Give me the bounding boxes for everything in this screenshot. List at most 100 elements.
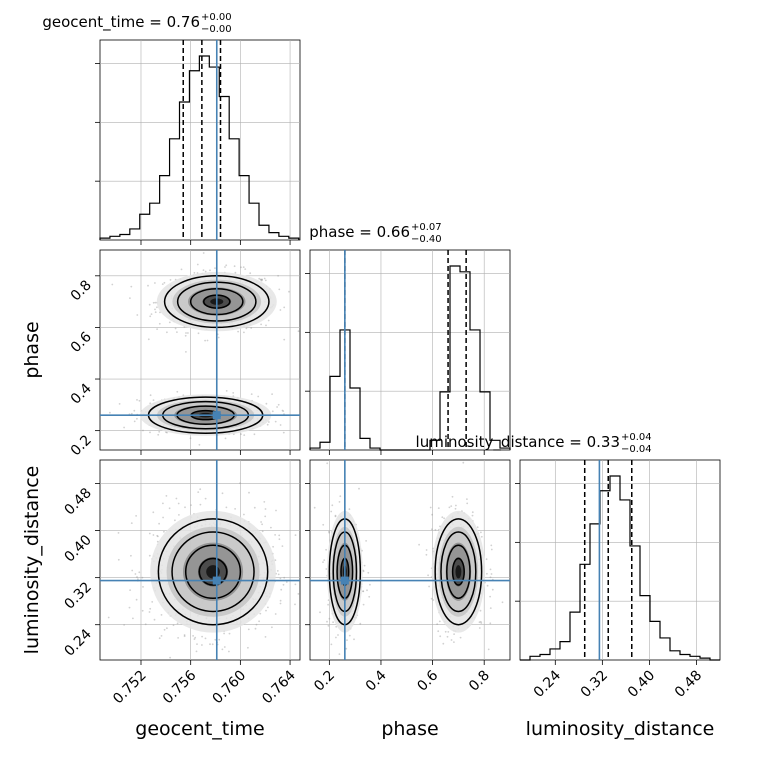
sample-point: [450, 639, 453, 641]
sample-point: [202, 269, 205, 271]
sample-point: [489, 568, 492, 571]
sample-point: [174, 519, 176, 522]
sample-point: [176, 390, 179, 393]
sample-point: [243, 434, 246, 436]
sample-point: [204, 637, 207, 640]
sample-point: [185, 351, 187, 353]
sample-point: [326, 620, 328, 623]
sample-point: [451, 495, 454, 498]
sample-point: [442, 642, 445, 645]
sample-point: [214, 638, 217, 641]
sample-point: [441, 516, 444, 519]
sample-point: [264, 515, 267, 518]
sample-point: [217, 336, 220, 339]
sample-point: [447, 631, 450, 633]
sample-point: [151, 601, 154, 603]
panels-layer: geocent_time = 0.76 +0.00−0.00 phase = 0.6…: [42, 12, 721, 707]
panel-frame-hist-geocent_time: [99, 39, 301, 241]
sample-point: [117, 558, 120, 561]
sample-point: [157, 535, 159, 538]
sample-point: [184, 506, 186, 509]
sample-point: [271, 393, 273, 395]
sample-point: [172, 624, 175, 627]
sample-point: [453, 633, 455, 635]
sample-point: [189, 437, 192, 440]
sample-point: [123, 624, 125, 626]
sample-point: [328, 617, 331, 620]
panel-title-minus-luminosity_distance: −0.04: [621, 444, 652, 455]
sample-point: [486, 572, 488, 575]
sample-point: [279, 599, 282, 602]
sample-point: [279, 602, 282, 605]
sample-point: [428, 585, 430, 588]
sample-point: [176, 331, 178, 333]
sample-point: [337, 634, 339, 636]
sample-point: [221, 492, 224, 495]
sample-point: [258, 277, 261, 280]
sample-point: [160, 635, 163, 637]
sample-point: [178, 514, 180, 516]
sample-point: [152, 511, 155, 514]
sample-point: [134, 573, 137, 575]
sample-point: [348, 634, 351, 637]
histogram-luminosity_distance: [520, 475, 720, 661]
contour-luminosity_distance_vs_geocent_time-0-2: [184, 544, 242, 599]
sample-point: [288, 290, 290, 293]
x-axis-label-geocent-time: geocent_time: [135, 718, 264, 740]
sample-point: [279, 424, 282, 426]
sample-point: [159, 311, 161, 314]
contour-luminosity_distance_vs_phase-1-1: [440, 531, 477, 613]
sample-point: [158, 637, 161, 640]
sample-point: [450, 505, 453, 507]
sample-point: [117, 532, 120, 534]
sample-point: [243, 331, 245, 334]
sample-point: [359, 622, 362, 625]
sample-point: [224, 266, 226, 268]
sample-point: [158, 522, 161, 525]
sample-point: [183, 634, 186, 636]
sample-point: [157, 433, 160, 436]
sample-point: [277, 274, 279, 277]
sample-point: [206, 339, 209, 342]
sample-point: [156, 534, 159, 537]
sample-point: [267, 319, 270, 322]
sample-point: [275, 509, 277, 512]
sample-point: [261, 523, 263, 526]
sample-point: [211, 643, 214, 646]
sample-point: [158, 430, 161, 433]
sample-point: [253, 433, 256, 436]
sample-point: [242, 266, 245, 268]
sample-point: [244, 268, 247, 270]
sample-point: [154, 308, 156, 311]
sample-point: [196, 643, 198, 645]
x-axis-label-phase: phase: [381, 718, 438, 740]
sample-point: [221, 648, 224, 651]
sample-point: [240, 433, 242, 435]
sample-point: [264, 636, 267, 638]
contour-luminosity_distance_vs_phase-1-2: [446, 544, 471, 599]
sample-point: [129, 589, 132, 591]
sample-point: [168, 321, 171, 324]
sample-point: [334, 515, 337, 518]
sample-point: [228, 650, 230, 653]
sample-point: [446, 635, 449, 638]
sample-point: [154, 301, 157, 304]
sample-point: [260, 323, 262, 326]
sample-point: [166, 331, 168, 334]
sample-point: [264, 279, 267, 282]
sample-point: [198, 443, 201, 446]
sample-point: [425, 553, 428, 556]
sample-point: [479, 620, 482, 623]
sample-point: [199, 488, 202, 491]
sample-point: [486, 584, 489, 587]
histogram-phase: [309, 265, 511, 451]
sample-point: [362, 590, 365, 593]
sample-point: [136, 399, 138, 401]
sample-point: [138, 399, 141, 402]
sample-point: [265, 324, 267, 327]
sample-point: [225, 264, 228, 267]
sample-point: [443, 517, 445, 520]
sample-point: [277, 403, 280, 406]
sample-point: [322, 561, 324, 563]
sample-point: [144, 623, 147, 626]
